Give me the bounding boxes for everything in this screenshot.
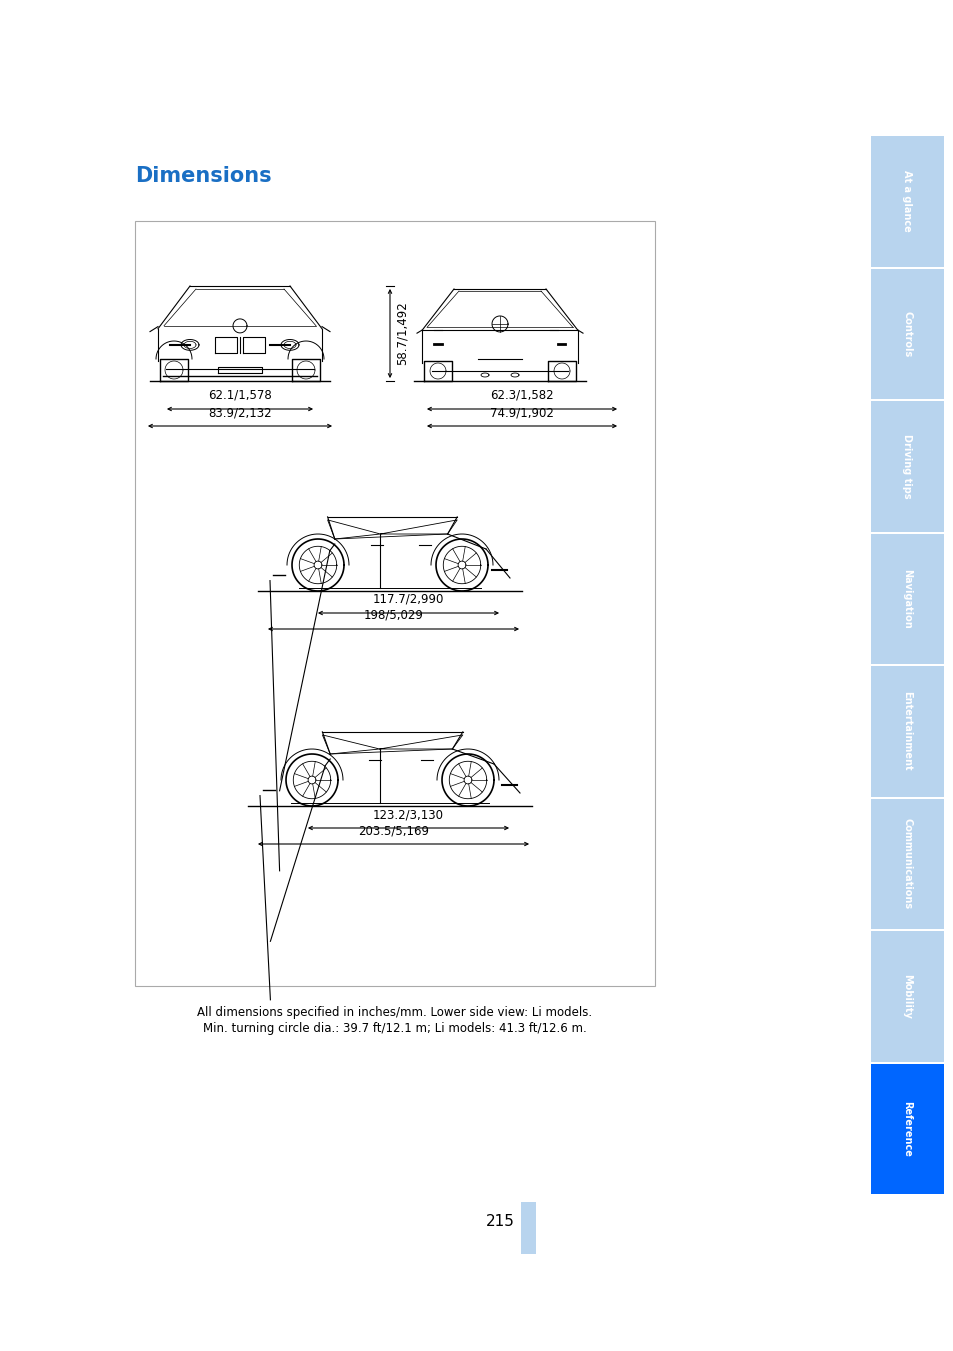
- Text: Controls: Controls: [902, 311, 911, 357]
- Bar: [520, 1202, 536, 1254]
- Text: At a glance: At a glance: [902, 170, 911, 232]
- Text: Min. turning circle dia.: 39.7 ft/12.1 m; Li models: 41.3 ft/12.6 m.: Min. turning circle dia.: 39.7 ft/12.1 m…: [203, 1021, 586, 1035]
- Bar: [870, 666, 943, 797]
- Text: Communications: Communications: [902, 819, 911, 909]
- Text: Entertainment: Entertainment: [902, 692, 911, 771]
- Text: All dimensions specified in inches/mm. Lower side view: Li models.: All dimensions specified in inches/mm. L…: [197, 1006, 592, 1019]
- Bar: [135, 222, 655, 986]
- Text: Mobility: Mobility: [902, 974, 911, 1019]
- Text: 58.7/1,492: 58.7/1,492: [395, 301, 409, 365]
- Bar: [870, 798, 943, 929]
- Text: 83.9/2,132: 83.9/2,132: [208, 407, 272, 419]
- Text: Reference: Reference: [902, 1101, 911, 1156]
- Text: Navigation: Navigation: [902, 569, 911, 628]
- Bar: [870, 931, 943, 1062]
- Text: 123.2/3,130: 123.2/3,130: [373, 808, 443, 821]
- Bar: [870, 136, 943, 266]
- Text: 62.1/1,578: 62.1/1,578: [208, 389, 272, 403]
- Text: 117.7/2,990: 117.7/2,990: [373, 593, 444, 607]
- Text: Driving tips: Driving tips: [902, 434, 911, 499]
- Bar: [870, 269, 943, 399]
- Text: 62.3/1,582: 62.3/1,582: [490, 389, 554, 403]
- Text: 74.9/1,902: 74.9/1,902: [490, 407, 554, 419]
- Bar: [870, 1063, 943, 1194]
- Bar: [870, 401, 943, 531]
- Text: 215: 215: [485, 1213, 514, 1228]
- Bar: [870, 534, 943, 663]
- Text: 203.5/5,169: 203.5/5,169: [357, 824, 429, 838]
- Text: 198/5,029: 198/5,029: [363, 609, 423, 621]
- Text: Dimensions: Dimensions: [135, 166, 272, 186]
